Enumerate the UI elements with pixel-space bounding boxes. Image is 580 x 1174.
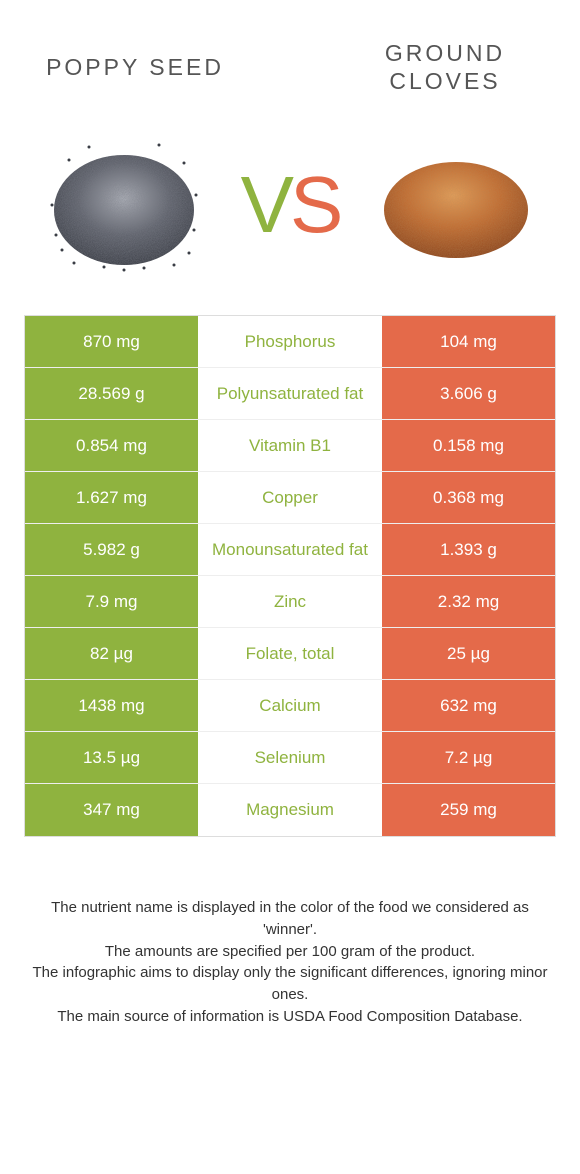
nutrient-label: Selenium (200, 732, 380, 783)
table-row: 13.5 µgSelenium7.2 µg (25, 732, 555, 784)
vs-label: VS (241, 159, 340, 251)
table-row: 82 µgFolate, total25 µg (25, 628, 555, 680)
footer-line-2: The amounts are specified per 100 gram o… (30, 941, 550, 963)
right-value: 104 mg (380, 316, 555, 367)
table-row: 870 mgPhosphorus104 mg (25, 316, 555, 368)
right-food-title-line2: CLOVES (389, 68, 500, 96)
vs-v: V (241, 160, 290, 249)
table-row: 0.854 mgVitamin B10.158 mg (25, 420, 555, 472)
left-value: 347 mg (25, 784, 200, 836)
table-row: 28.569 gPolyunsaturated fat3.606 g (25, 368, 555, 420)
footer-line-4: The main source of information is USDA F… (30, 1006, 550, 1028)
nutrient-label: Folate, total (200, 628, 380, 679)
right-value: 259 mg (380, 784, 555, 836)
right-value: 632 mg (380, 680, 555, 731)
table-row: 347 mgMagnesium259 mg (25, 784, 555, 836)
left-value: 0.854 mg (25, 420, 200, 471)
left-value: 7.9 mg (25, 576, 200, 627)
table-row: 1438 mgCalcium632 mg (25, 680, 555, 732)
left-value: 1.627 mg (25, 472, 200, 523)
right-value: 3.606 g (380, 368, 555, 419)
left-value: 28.569 g (25, 368, 200, 419)
ground-cloves-icon (376, 145, 536, 265)
table-row: 1.627 mgCopper0.368 mg (25, 472, 555, 524)
nutrient-label: Vitamin B1 (200, 420, 380, 471)
nutrient-label: Calcium (200, 680, 380, 731)
right-value: 0.368 mg (380, 472, 555, 523)
nutrient-label: Copper (200, 472, 380, 523)
right-value: 0.158 mg (380, 420, 555, 471)
left-value: 1438 mg (25, 680, 200, 731)
right-value: 2.32 mg (380, 576, 555, 627)
nutrient-label: Zinc (200, 576, 380, 627)
table-row: 5.982 gMonounsaturated fat1.393 g (25, 524, 555, 576)
right-value: 25 µg (380, 628, 555, 679)
nutrient-label: Monounsaturated fat (200, 524, 380, 575)
infographic-root: POPPY SEED GROUND CLOVES (0, 0, 580, 1028)
footer-line-1: The nutrient name is displayed in the co… (30, 897, 550, 941)
right-value: 7.2 µg (380, 732, 555, 783)
left-value: 870 mg (25, 316, 200, 367)
nutrient-table: 870 mgPhosphorus104 mg28.569 gPolyunsatu… (24, 315, 556, 837)
nutrient-label: Magnesium (200, 784, 380, 836)
table-row: 7.9 mgZinc2.32 mg (25, 576, 555, 628)
left-value: 5.982 g (25, 524, 200, 575)
title-row: POPPY SEED GROUND CLOVES (0, 0, 580, 105)
vs-s: S (290, 160, 339, 249)
left-food-image (44, 125, 204, 285)
right-food-image (376, 125, 536, 285)
poppy-seed-icon (44, 135, 204, 275)
right-food-title: GROUND CLOVES (310, 40, 580, 95)
left-value: 13.5 µg (25, 732, 200, 783)
left-value: 82 µg (25, 628, 200, 679)
right-food-title-line1: GROUND (385, 40, 505, 68)
left-food-title: POPPY SEED (0, 40, 270, 95)
nutrient-label: Polyunsaturated fat (200, 368, 380, 419)
hero-row: VS (0, 105, 580, 315)
footer-line-3: The infographic aims to display only the… (30, 962, 550, 1006)
right-value: 1.393 g (380, 524, 555, 575)
footer-notes: The nutrient name is displayed in the co… (30, 897, 550, 1028)
nutrient-label: Phosphorus (200, 316, 380, 367)
